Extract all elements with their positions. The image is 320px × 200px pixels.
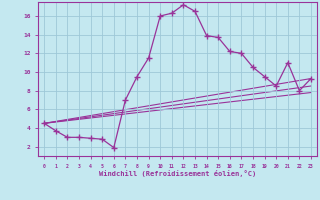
X-axis label: Windchill (Refroidissement éolien,°C): Windchill (Refroidissement éolien,°C) [99,170,256,177]
